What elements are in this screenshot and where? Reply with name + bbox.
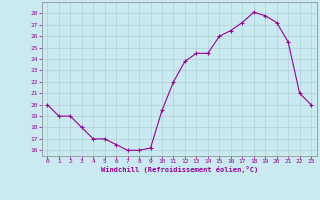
X-axis label: Windchill (Refroidissement éolien,°C): Windchill (Refroidissement éolien,°C) [100, 166, 258, 173]
